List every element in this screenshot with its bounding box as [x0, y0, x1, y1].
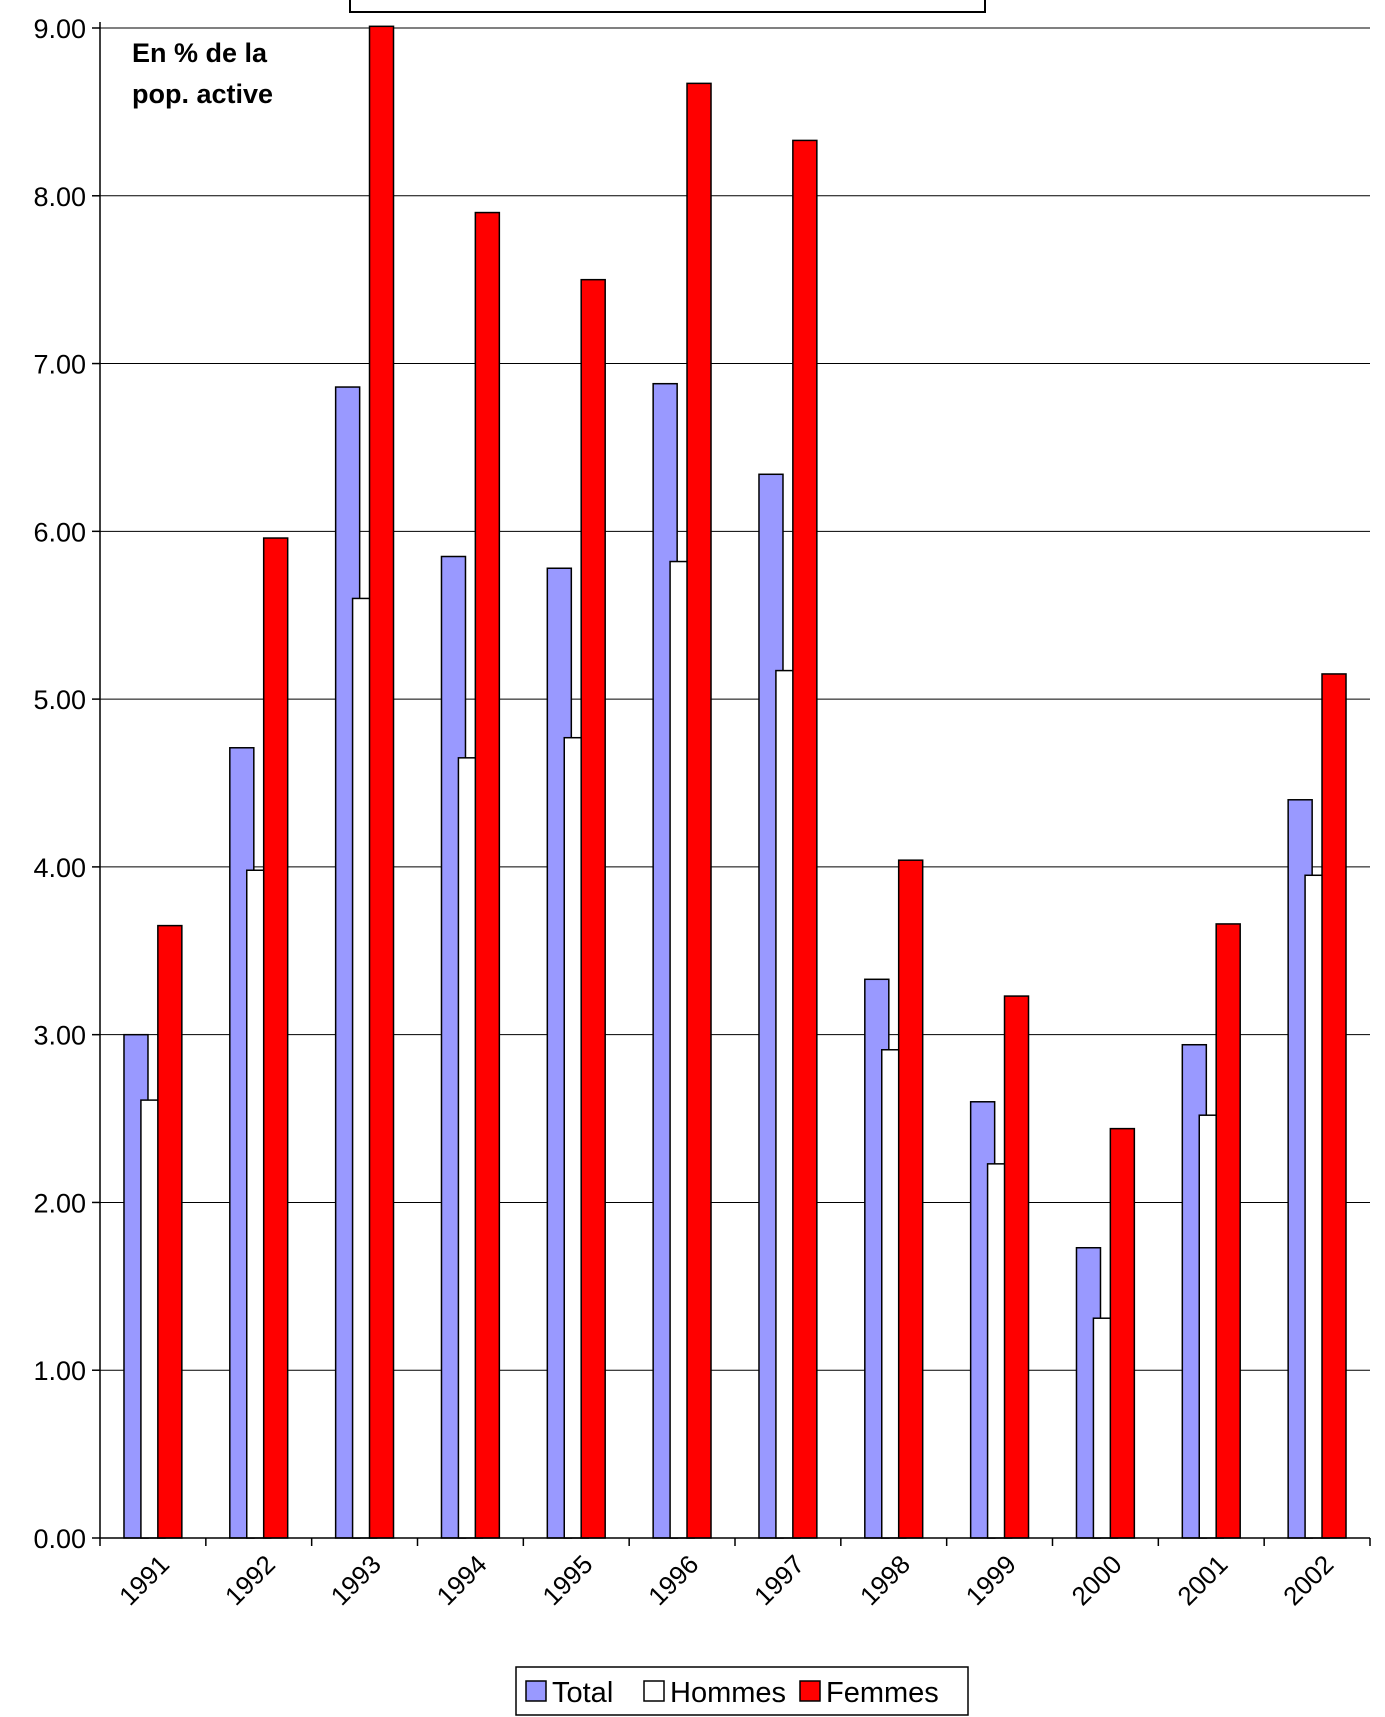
- legend-label-femmes: Femmes: [826, 1677, 939, 1709]
- y-tick-label: 8.00: [33, 182, 86, 212]
- bar-femmes-1994: [474, 211, 501, 1539]
- y-tick-label: 1.00: [33, 1356, 86, 1386]
- y-tick-label: 6.00: [33, 517, 86, 547]
- bar-femmes-2001: [1215, 923, 1241, 1539]
- y-tick-label: 4.00: [33, 853, 86, 883]
- y-tick-label: 2.00: [33, 1188, 86, 1218]
- y-tick-label: 3.00: [33, 1021, 86, 1051]
- x-tick-label: 1999: [960, 1549, 1022, 1611]
- bar-femmes-1999: [1003, 995, 1030, 1539]
- axes: [99, 22, 1371, 1546]
- x-tick-label: 1996: [642, 1549, 704, 1611]
- x-tick-label: 2000: [1066, 1549, 1128, 1611]
- bar-femmes-1991: [157, 924, 183, 1539]
- x-tick-label: 1992: [219, 1549, 281, 1611]
- bar-femmes-1995: [580, 278, 606, 1539]
- gridlines: [92, 27, 1370, 1539]
- y-tick-labels: 0.00 1.00 2.00 3.00 4.00 5.00 6.00 7.00 8.00 9.00: [33, 14, 86, 1554]
- title-box: [349, 0, 986, 13]
- bar-femmes-1998: [897, 859, 924, 1539]
- y-tick-label: 7.00: [33, 350, 86, 380]
- bar-femmes-2002: [1321, 673, 1347, 1539]
- legend-label-hommes: Hommes: [670, 1677, 786, 1709]
- legend: Total Hommes Femmes: [515, 1666, 969, 1716]
- bar-femmes-1993: [368, 25, 395, 1539]
- y-tick-label: 5.00: [33, 685, 86, 715]
- legend-swatch-femmes: [799, 1680, 821, 1702]
- x-tick-label: 1994: [431, 1549, 493, 1611]
- legend-swatch-hommes: [643, 1680, 665, 1702]
- annotation-line-1: En % de la: [132, 38, 268, 68]
- y-tick-label: 9.00: [33, 14, 86, 44]
- bars: [123, 25, 1347, 1539]
- bar-femmes-1996: [686, 82, 712, 1539]
- x-tick-label: 2002: [1277, 1549, 1339, 1611]
- x-tick-label: 2001: [1171, 1549, 1233, 1611]
- legend-box: [515, 1666, 969, 1716]
- x-tick-label: 1991: [113, 1549, 175, 1611]
- bar-femmes-2000: [1109, 1127, 1136, 1539]
- x-tick-label: 1998: [854, 1549, 916, 1611]
- legend-swatch-total: [525, 1680, 547, 1702]
- legend-label-total: Total: [552, 1677, 613, 1709]
- x-tick-labels: 1991 1992 1993 1994 1995 1996 1997 1998 1999 2000…: [113, 1549, 1339, 1611]
- x-tick-label: 1993: [325, 1549, 387, 1611]
- bar-femmes-1992: [262, 537, 289, 1539]
- x-tick-label: 1995: [536, 1549, 598, 1611]
- annotation-line-2: pop. active: [132, 79, 273, 109]
- x-tick-label: 1997: [748, 1549, 810, 1611]
- y-tick-label: 0.00: [33, 1524, 86, 1554]
- bar-femmes-1997: [792, 139, 818, 1539]
